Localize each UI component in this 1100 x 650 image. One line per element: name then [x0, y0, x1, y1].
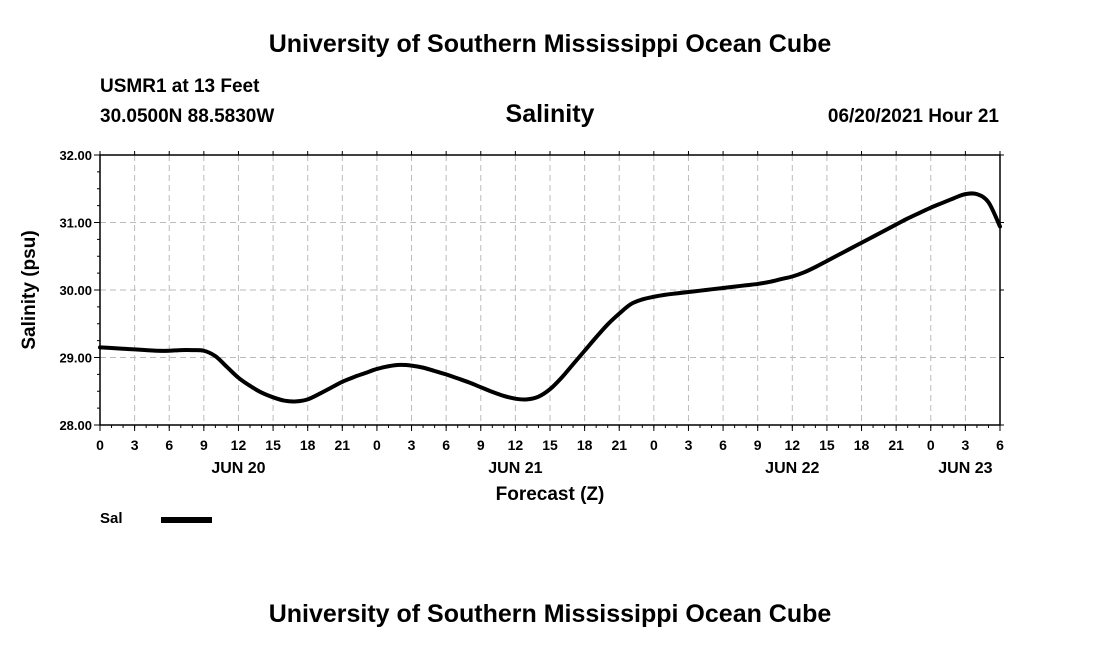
gridlines	[99, 154, 1001, 426]
x-tick-label: 0	[650, 437, 658, 453]
x-tick-label: 12	[508, 437, 524, 453]
x-tick-label: 6	[165, 437, 173, 453]
chart-title: Salinity	[505, 100, 595, 128]
x-tick-label: 3	[408, 437, 416, 453]
x-tick-label: 18	[300, 437, 316, 453]
x-tick-label: 12	[231, 437, 247, 453]
x-tick-label: 9	[477, 437, 485, 453]
x-tick-label: 0	[373, 437, 381, 453]
x-tick-label: 21	[888, 437, 904, 453]
x-tick-label: 9	[200, 437, 208, 453]
x-tick-label: 0	[927, 437, 935, 453]
y-tick-label: 30.00	[59, 283, 92, 298]
x-date-label: JUN 21	[488, 460, 542, 477]
x-tick-label: 18	[577, 437, 593, 453]
station-coordinates: 30.0500N 88.5830W	[100, 106, 275, 127]
x-axis-label: Forecast (Z)	[496, 484, 605, 505]
x-tick-label: 6	[996, 437, 1004, 453]
x-tick-label: 12	[785, 437, 801, 453]
x-tick-label: 3	[131, 437, 139, 453]
x-tick-label: 15	[265, 437, 281, 453]
page-title: University of Southern Mississippi Ocean…	[268, 30, 832, 58]
x-tick-label: 15	[542, 437, 558, 453]
legend-swatch	[161, 517, 212, 523]
x-tick-label: 21	[335, 437, 351, 453]
axis-ticks: 28.00 29.00 30.00 31.00 32.00 0 3 6 9 12 15 18 21 0 3 6…	[59, 148, 1004, 477]
x-tick-label: 9	[754, 437, 762, 453]
x-tick-label: 15	[819, 437, 835, 453]
legend-label: Sal	[100, 510, 123, 527]
salinity-series-line	[98, 191, 1002, 404]
station-label: USMR1 at 13 Feet	[100, 76, 260, 97]
y-tick-label: 31.00	[59, 216, 92, 231]
x-date-label: JUN 23	[938, 460, 992, 477]
y-tick-label: 29.00	[59, 351, 92, 366]
x-date-label: JUN 22	[765, 460, 819, 477]
x-tick-label: 21	[611, 437, 627, 453]
x-tick-label: 0	[96, 437, 104, 453]
x-tick-label: 6	[719, 437, 727, 453]
x-date-label: JUN 20	[211, 460, 265, 477]
x-tick-label: 3	[961, 437, 969, 453]
y-tick-label: 32.00	[59, 148, 92, 163]
y-axis-label: Salinity (psu)	[19, 230, 40, 349]
x-tick-label: 18	[854, 437, 870, 453]
footer-title: University of Southern Mississippi Ocean…	[268, 600, 832, 628]
x-tick-label: 6	[442, 437, 450, 453]
x-tick-label: 3	[685, 437, 693, 453]
forecast-datetime: 06/20/2021 Hour 21	[827, 106, 999, 127]
y-tick-label: 28.00	[59, 418, 92, 433]
